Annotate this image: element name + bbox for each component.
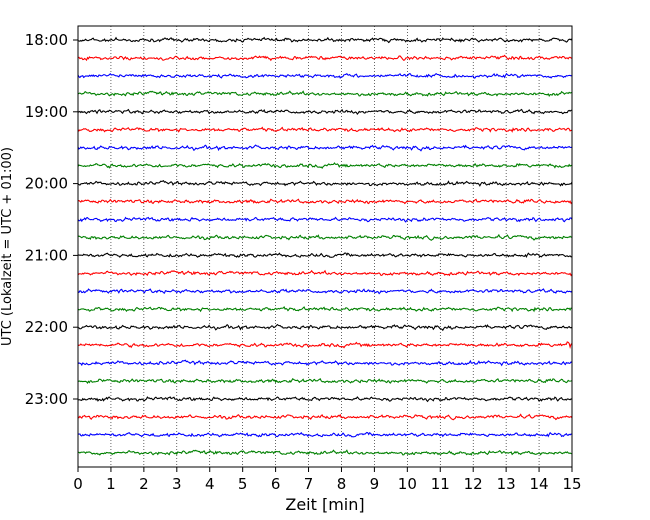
x-tick-label: 2 xyxy=(139,475,149,493)
x-tick-label: 5 xyxy=(238,475,248,493)
x-tick-label: 1 xyxy=(106,475,116,493)
x-tick-label: 6 xyxy=(271,475,281,493)
trace-line xyxy=(77,144,573,152)
trace-line xyxy=(77,269,573,277)
trace-line xyxy=(77,108,573,116)
y-tick-label: 20:00 xyxy=(25,175,68,193)
trace-line xyxy=(77,198,573,205)
x-tick-label: 8 xyxy=(337,475,347,493)
trace-line xyxy=(77,162,573,169)
x-tick-label: 4 xyxy=(205,475,215,493)
x-tick-label: 0 xyxy=(73,475,83,493)
x-tick-label: 9 xyxy=(370,475,380,493)
trace-line xyxy=(77,126,573,133)
x-tick-label: 3 xyxy=(172,475,182,493)
seismic-traces xyxy=(77,36,573,456)
y-tick-label: 18:00 xyxy=(25,31,68,49)
trace-line xyxy=(77,288,573,295)
y-axis-ticks: 18:00 19:00 20:00 21:00 22:00 23:00 xyxy=(25,31,78,408)
trace-line xyxy=(77,90,573,98)
trace-line xyxy=(77,72,573,79)
trace-line xyxy=(77,449,573,456)
trace-line xyxy=(77,252,573,259)
trace-line xyxy=(77,396,573,403)
y-tick-label: 21:00 xyxy=(25,246,68,264)
plot-frame xyxy=(77,25,573,468)
x-tick-label: 15 xyxy=(562,475,581,493)
x-axis-ticks: 0 1 2 3 4 5 6 7 8 9 10 11 12 13 14 15 xyxy=(73,467,582,493)
y-tick-label: 22:00 xyxy=(25,318,68,336)
x-tick-label: 10 xyxy=(398,475,417,493)
x-tick-label: 12 xyxy=(464,475,483,493)
trace-line xyxy=(77,413,573,421)
trace-line xyxy=(77,341,573,349)
trace-line xyxy=(77,323,573,332)
trace-line xyxy=(77,359,573,367)
x-tick-label: 11 xyxy=(431,475,450,493)
trace-line xyxy=(77,233,573,241)
trace-line xyxy=(77,216,573,223)
trace-line xyxy=(77,378,573,385)
y-axis-label: UTC (Lokalzeit = UTC + 01:00) xyxy=(0,147,15,346)
trace-line xyxy=(77,179,573,187)
trace-line xyxy=(77,36,573,44)
trace-line xyxy=(77,306,573,313)
y-tick-label: 19:00 xyxy=(25,103,68,121)
x-axis-label: Zeit [min] xyxy=(285,495,364,514)
trace-line xyxy=(77,54,573,62)
y-tick-label: 23:00 xyxy=(25,390,68,408)
x-tick-label: 14 xyxy=(530,475,549,493)
trace-line xyxy=(78,431,573,438)
x-tick-label: 13 xyxy=(497,475,516,493)
x-tick-label: 7 xyxy=(304,475,314,493)
